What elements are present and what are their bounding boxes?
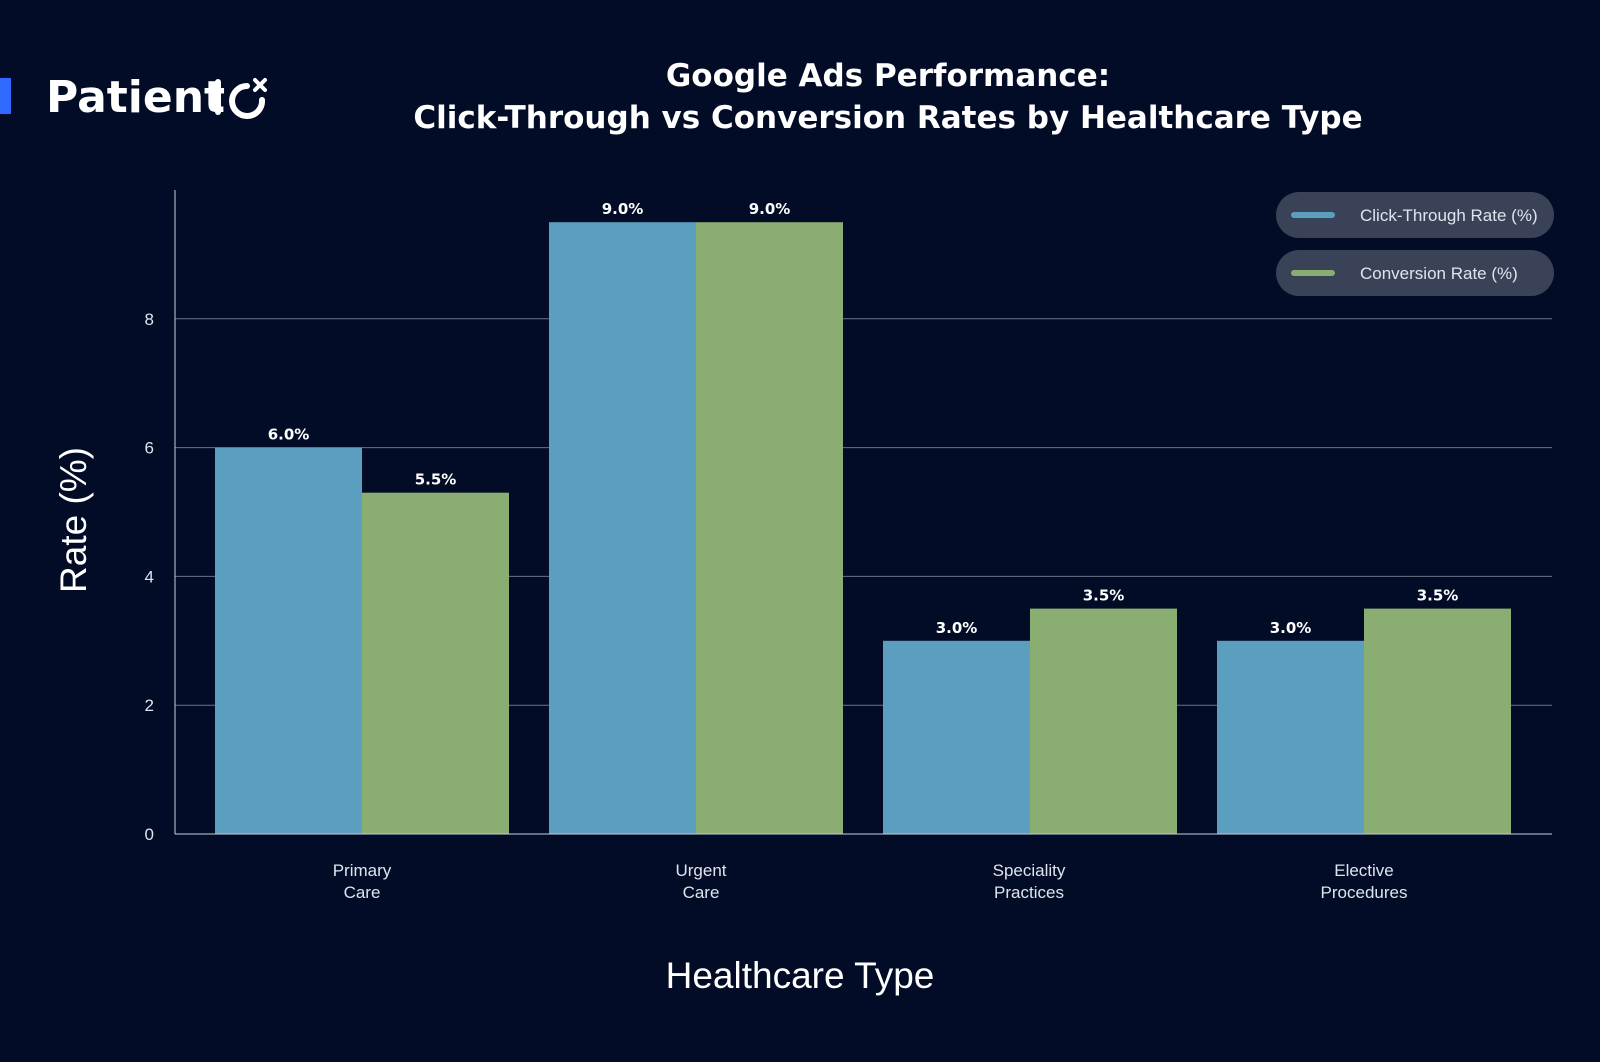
brand-logo: Patient [0,72,267,123]
bar-value-label: 9.0% [602,200,644,218]
bar-click-through-2 [883,640,1030,834]
legend-label: Click-Through Rate (%) [1360,206,1538,225]
bar-value-label: 3.5% [1417,587,1459,605]
legend: Click-Through Rate (%) Conversion Rate (%… [1276,192,1554,296]
bar-conversion-1 [696,222,843,834]
y-tick-label: 0 [145,825,154,844]
bar-value-label: 9.0% [749,200,791,218]
bars [215,222,1511,834]
axes [174,190,1552,835]
x-category-label: Care [344,883,381,902]
bar-value-label: 5.5% [415,471,457,489]
bar-value-label: 3.5% [1083,587,1125,605]
x-category-label: Care [683,883,720,902]
y-tick-label: 2 [145,696,154,715]
bar-click-through-3 [1217,640,1364,834]
x-category-label: Urgent [675,861,726,880]
bar-value-label: 3.0% [1270,619,1312,637]
bar-conversion-2 [1030,608,1177,834]
x-category-label: Practices [994,883,1064,902]
y-tick-label: 4 [145,567,154,586]
brand-mark-icon [215,78,267,119]
data-labels: 6.0% 9.0% 3.0% 3.0% 5.5% 9.0% 3.5% 3.5% [268,200,1459,637]
bar-value-label: 3.0% [936,619,978,637]
x-category-label: Procedures [1321,883,1408,902]
bar-conversion-0 [362,492,509,834]
bar-click-through-1 [549,222,696,834]
y-tick-label: 6 [145,439,154,458]
x-category-label: Elective [1334,861,1394,880]
x-axis-title: Healthcare Type [666,955,935,996]
category-labels: Primary Care Urgent Care Speciality Practices… [333,861,1408,902]
x-category-label: Speciality [993,861,1066,880]
brand-name: Patient [46,72,225,123]
legend-label: Conversion Rate (%) [1360,264,1518,283]
chart-title-line-1: Google Ads Performance: [666,58,1110,94]
legend-item-click-through [1276,192,1554,238]
legend-item-conversion [1276,250,1554,296]
x-category-label: Primary [333,861,392,880]
bar-click-through-0 [215,447,362,834]
y-axis-title: Rate (%) [53,447,94,593]
brand-accent-bar [0,78,11,114]
bar-value-label: 6.0% [268,426,310,444]
chart-title-line-2: Click-Through vs Conversion Rates by Hea… [413,100,1362,136]
bar-conversion-3 [1364,608,1511,834]
tick-labels: 0 2 4 6 8 [145,310,154,844]
y-tick-label: 8 [145,310,154,329]
